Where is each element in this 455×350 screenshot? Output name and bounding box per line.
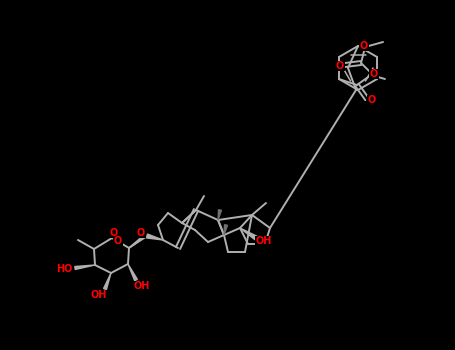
- Text: O: O: [368, 95, 376, 105]
- Text: O: O: [137, 228, 145, 238]
- Polygon shape: [104, 273, 111, 289]
- Text: O: O: [114, 236, 122, 246]
- Polygon shape: [128, 264, 137, 281]
- Text: OH: OH: [134, 281, 150, 291]
- Text: OH: OH: [91, 290, 107, 300]
- Polygon shape: [240, 228, 257, 240]
- Polygon shape: [129, 235, 146, 248]
- Polygon shape: [75, 265, 95, 270]
- Text: O: O: [370, 69, 378, 79]
- Polygon shape: [218, 210, 222, 220]
- Polygon shape: [147, 234, 163, 240]
- Text: O: O: [336, 61, 344, 71]
- Text: O: O: [110, 228, 118, 238]
- Polygon shape: [224, 225, 228, 235]
- Text: HO: HO: [56, 264, 72, 274]
- Text: OH: OH: [256, 236, 272, 246]
- Text: O: O: [360, 41, 368, 51]
